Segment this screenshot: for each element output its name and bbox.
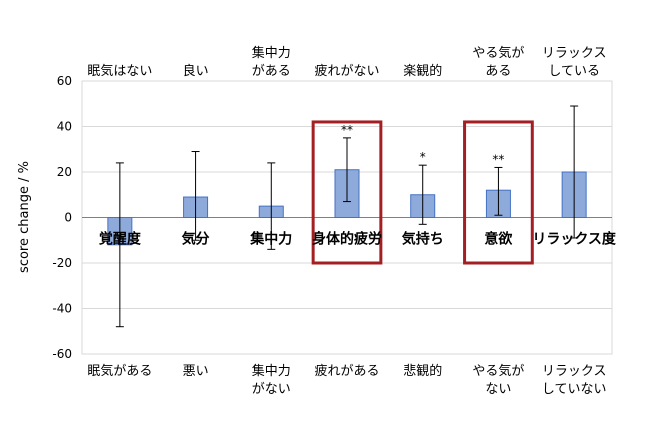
category-label: 身体的疲労	[312, 231, 382, 248]
top-pole-label: がある	[252, 64, 291, 79]
y-axis-title: score change / %	[17, 161, 32, 273]
top-pole-label: 眠気はない	[87, 63, 152, 79]
y-tick-labels: -60 -40 -20 0 20 40 60	[52, 74, 72, 361]
highlight-box	[311, 120, 383, 265]
y-tick-label: 40	[57, 120, 72, 134]
top-pole-label: ある	[485, 64, 511, 79]
top-pole-label: している	[548, 64, 600, 79]
bottom-pole-label: やる気が	[472, 363, 524, 379]
top-pole-label: 疲れがない	[314, 63, 379, 79]
y-tick-label: 0	[64, 211, 72, 225]
top-pole-label: 集中力	[252, 45, 291, 61]
y-tick-label: -20	[52, 256, 72, 270]
highlight-box	[463, 120, 534, 265]
labels: 覚醒度眠気はない眠気がある気分良い悪い集中力集中力がある集中力がない**身体的疲…	[87, 45, 617, 397]
bottom-pole-label: 疲れがある	[314, 363, 379, 379]
bottom-pole-label: していない	[542, 382, 607, 397]
significance-marker: *	[420, 150, 426, 164]
significance-marker: **	[492, 152, 504, 166]
y-tick-label: -60	[52, 347, 72, 361]
bottom-pole-label: 悪い	[183, 364, 209, 379]
top-pole-label: 楽観的	[403, 63, 442, 79]
bottom-pole-label: 眠気がある	[87, 363, 152, 379]
bottom-pole-label: 悲観的	[403, 363, 442, 379]
category-label: リラックス度	[532, 231, 617, 248]
error-bars	[115, 105, 579, 328]
category-label: 集中力	[249, 231, 292, 248]
category-label: 気分	[182, 231, 210, 248]
y-tick-label: -40	[52, 302, 72, 316]
highlight-boxes	[311, 120, 534, 265]
category-label: 気持ち	[402, 231, 444, 248]
top-pole-label: 良い	[183, 63, 209, 79]
category-label: 覚醒度	[99, 231, 142, 248]
y-tick-label: 60	[57, 74, 72, 88]
significance-marker: **	[341, 123, 353, 137]
bottom-pole-label: 集中力	[252, 363, 291, 379]
bottom-pole-label: がない	[252, 382, 291, 397]
top-pole-label: やる気が	[472, 45, 524, 61]
bottom-pole-label: ない	[485, 382, 511, 397]
bottom-pole-label: リラックス	[542, 364, 607, 379]
category-label: 意欲	[484, 231, 512, 248]
y-tick-label: 20	[57, 165, 72, 179]
top-pole-label: リラックス	[542, 46, 607, 61]
